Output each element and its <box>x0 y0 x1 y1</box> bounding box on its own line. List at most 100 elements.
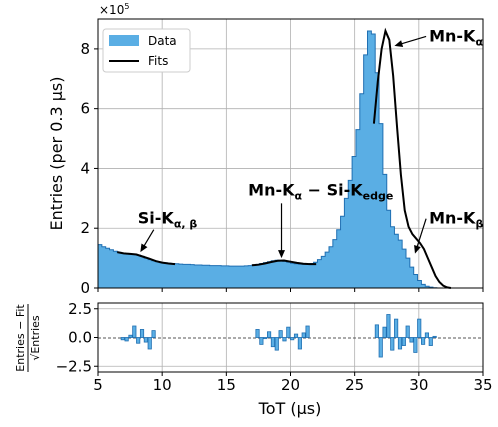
main-plot: 0 2 4 6 8 ×105 Entries (per 0.3 µs) Si-Kα, β… <box>47 2 484 297</box>
legend-label-fits: Fits <box>148 54 168 68</box>
y-tick-label: 2 <box>80 219 90 237</box>
residual-bar <box>263 337 268 340</box>
y-axis-multiplier-exponent: 5 <box>124 2 129 11</box>
annotation-subscript: α <box>475 35 483 48</box>
residual-bar <box>120 337 125 341</box>
x-tick-label: 10 <box>153 376 172 394</box>
residual-bar <box>286 326 291 338</box>
residual-bar <box>124 337 129 342</box>
residual-bar <box>394 318 399 338</box>
residual-bar <box>128 334 133 338</box>
annotation-label: Mn-Kα <box>429 26 483 48</box>
residual-bar <box>386 314 391 338</box>
annotation-main: Mn-K <box>429 26 476 45</box>
residual-bar <box>132 325 137 338</box>
x-tick-label: 30 <box>409 376 428 394</box>
y-tick-label: 8 <box>80 40 90 58</box>
residual-bar <box>139 329 145 338</box>
residual-bar <box>378 337 383 358</box>
residual-plot-frame <box>97 302 484 373</box>
residual-y-label-denominator: √Entries <box>29 315 42 361</box>
residual-bar <box>278 330 283 338</box>
annotation-arrow-head <box>278 250 286 259</box>
residual-y-label: Entries − Fit √Entries <box>14 304 42 372</box>
residual-bar <box>301 332 306 338</box>
residual-bar <box>147 337 152 350</box>
residual-bar <box>282 337 287 342</box>
residual-bar <box>266 331 272 338</box>
residual-bar <box>151 330 156 338</box>
top-x-axis-ticks <box>97 288 484 292</box>
x-axis-ticks: 5 10 15 20 25 30 35 <box>93 372 493 394</box>
residual-y-tick-label: 2.5 <box>68 300 92 318</box>
residual-y-tick-label: 0.0 <box>68 329 92 347</box>
residual-bar <box>390 337 395 351</box>
annotation: Si-Kα, β <box>138 209 198 253</box>
annotation-label: Mn-Kα − Si-Kedge <box>248 180 393 202</box>
annotation-arrow-head <box>414 244 421 254</box>
residual-bar <box>405 325 410 338</box>
x-tick-label: 5 <box>93 376 103 394</box>
residual-plot: −2.5 0.0 2.5 5 10 15 20 25 30 35 ToT (µs) Entrie… <box>14 300 493 418</box>
residual-bar <box>424 332 429 338</box>
x-axis-label: ToT (µs) <box>258 399 322 418</box>
y-axis-ticks: 0 2 4 6 8 <box>80 40 98 297</box>
fit-curve <box>372 27 452 289</box>
residual-bars <box>120 314 437 358</box>
annotation-main: Mn-K <box>248 180 295 199</box>
annotation: Mn-Kα <box>394 26 483 48</box>
residual-y-tick-label: −2.5 <box>56 357 92 375</box>
annotation-middle: − Si-K <box>302 180 363 199</box>
residual-bar <box>413 337 418 353</box>
annotation-subscript: β <box>475 218 483 231</box>
y-axis-label: Entries (per 0.3 µs) <box>47 76 66 230</box>
x-tick-label: 35 <box>473 376 492 394</box>
y-tick-label: 4 <box>80 159 90 177</box>
residual-plot-grid <box>98 303 483 372</box>
residual-bar <box>255 329 260 338</box>
annotation-arrow-head <box>140 243 148 253</box>
annotation-subscript: α, β <box>174 218 198 231</box>
y-axis-multiplier-base: ×10 <box>99 3 124 17</box>
fit-curve <box>251 259 317 267</box>
residual-bar <box>143 337 148 343</box>
annotation-label: Mn-Kβ <box>429 209 483 231</box>
y-axis-multiplier: ×105 <box>99 2 129 17</box>
residual-y-label-numerator: Entries − Fit <box>14 304 27 372</box>
residual-bar <box>274 337 279 351</box>
annotation-arrow-head <box>394 40 404 47</box>
legend-swatch-data <box>109 35 139 46</box>
residual-bar <box>417 318 422 338</box>
residual-bar <box>290 337 295 341</box>
annotation-main: Mn-K <box>429 209 476 228</box>
residual-bar <box>401 337 406 346</box>
x-tick-label: 25 <box>345 376 364 394</box>
fit-curve <box>117 251 176 266</box>
residual-bar <box>382 326 387 338</box>
y-tick-label: 6 <box>80 100 90 118</box>
legend: Data Fits <box>102 28 191 73</box>
residual-bar <box>397 337 403 350</box>
main-plot-frame <box>97 18 484 289</box>
residual-bar <box>428 337 433 346</box>
y-tick-label: 0 <box>80 279 90 297</box>
legend-label-data: Data <box>148 34 177 48</box>
annotation: Mn-Kα − Si-Kedge <box>248 180 393 259</box>
residual-y-ticks: −2.5 0.0 2.5 <box>56 300 98 375</box>
x-tick-label: 15 <box>217 376 236 394</box>
residual-bar <box>293 333 299 338</box>
fit-curves <box>117 27 452 289</box>
annotation-subscript: α <box>295 189 303 202</box>
residual-bar <box>259 337 264 345</box>
annotation-main: Si-K <box>138 209 175 228</box>
residual-bar <box>432 335 437 338</box>
annotation-label: Si-Kα, β <box>138 209 198 231</box>
annotation: Mn-Kβ <box>414 209 483 254</box>
residual-bar <box>136 337 141 344</box>
residual-bar <box>305 325 310 338</box>
residual-bar <box>409 337 414 343</box>
residual-bar <box>270 337 275 348</box>
annotation-subscript: edge <box>363 189 394 202</box>
